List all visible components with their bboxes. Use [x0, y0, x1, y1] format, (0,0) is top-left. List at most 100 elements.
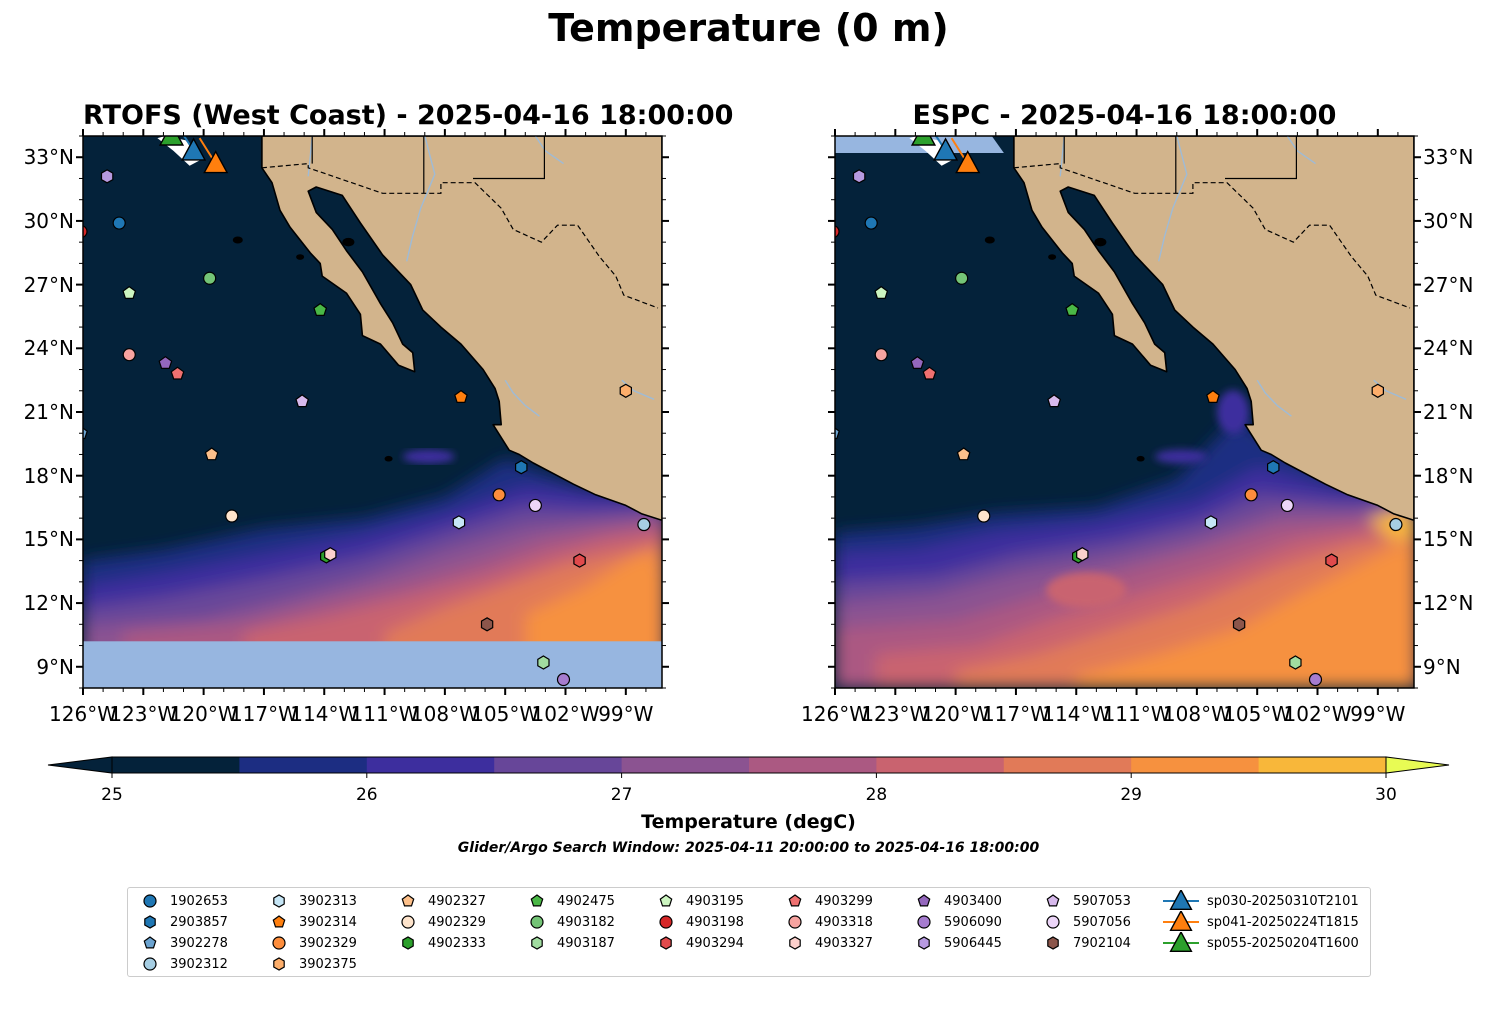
river [307, 136, 313, 177]
legend-label: 5906090 [944, 914, 1002, 930]
lon-tick-label: 117°W [981, 702, 1050, 726]
land-mexico-usa [261, 136, 662, 522]
lat-tick-label: 9°N [36, 654, 74, 679]
lon-tick-label: 117°W [229, 702, 298, 726]
country-border [261, 162, 659, 309]
legend-label: 4903182 [557, 914, 615, 930]
legend-marker [272, 936, 286, 950]
legend-item-4902329: 4902329 [396, 912, 486, 932]
legend-marker [273, 894, 285, 908]
legend-marker [918, 936, 930, 950]
temperature-band-7 [1076, 543, 1414, 688]
lon-tick-label: 120°W [169, 702, 238, 726]
island [984, 236, 995, 244]
float-4903198 [835, 225, 840, 238]
colorbar-bin [1258, 757, 1387, 773]
legend-marker [1046, 915, 1060, 929]
legend-marker-pentagon [143, 936, 157, 949]
float-5907053 [1047, 394, 1062, 408]
legend-marker-circle [788, 915, 802, 929]
legend-marker [401, 915, 415, 929]
river [406, 136, 436, 262]
legend-item-3902329: 3902329 [267, 933, 357, 953]
lat-tick-label: 12°N [23, 591, 74, 616]
colorbar-tick-label: 26 [355, 785, 378, 805]
legend-marker [659, 915, 673, 929]
legend-label: sp055-20250204T1600 [1207, 935, 1359, 951]
river [504, 379, 540, 417]
land-mexico-usa [1013, 136, 1414, 522]
colorbar-bin [749, 757, 877, 773]
legend-glider-triangle [1169, 911, 1193, 931]
map-panel-espc [828, 129, 1421, 695]
lon-tick-label: 102°W [1283, 702, 1352, 726]
legend-item-2903857: 2903857 [138, 912, 228, 932]
legend-label: 7902104 [1073, 935, 1131, 951]
river [1158, 136, 1188, 262]
island [296, 254, 305, 260]
legend-label: 4903400 [944, 893, 1002, 909]
glider-sp041-20250224T1815 [203, 150, 229, 174]
float-3902278 [83, 427, 88, 440]
float-4902329 [225, 509, 239, 523]
float-4903327 [1076, 547, 1089, 562]
lat-tick-label: 15°N [1423, 527, 1474, 552]
legend-marker [530, 894, 544, 907]
legend-marker-pentagon [1046, 894, 1060, 907]
map-panel-rtofs [76, 129, 669, 695]
legend-label: 3902375 [299, 956, 357, 972]
float-7902104 [1232, 617, 1246, 632]
panel-title-rtofs: RTOFS (West Coast) - 2025-04-16 18:00:00 [83, 100, 734, 131]
lat-tick-label: 27°N [23, 272, 74, 297]
colorbar-bin [366, 757, 495, 773]
legend-marker [788, 894, 802, 907]
float-4902475 [1065, 302, 1080, 316]
eddy-feature [402, 449, 455, 464]
lon-tick-label: 126°W [49, 702, 117, 726]
lon-tick-label: 120°W [921, 702, 990, 726]
float-5906445 [852, 169, 866, 184]
colorbar-under-extend [47, 756, 113, 774]
legend-label: 5906445 [944, 935, 1002, 951]
lon-tick-label: 99°W [598, 702, 654, 726]
figure-title: Temperature (0 m) [548, 6, 949, 50]
lat-tick-label: 15°N [23, 527, 74, 552]
colorbar-bin [239, 757, 368, 773]
legend-label: 3902312 [170, 956, 228, 972]
legend-marker [1046, 894, 1060, 907]
warm-filament [1217, 390, 1250, 434]
legend-marker-circle [530, 915, 544, 929]
legend-marker-hexagon [273, 894, 285, 908]
river [1286, 136, 1316, 165]
legend-glider-marker [1163, 932, 1199, 952]
float-4903400 [158, 355, 173, 369]
lat-tick-label: 30°N [23, 208, 74, 233]
island [1094, 237, 1107, 247]
colorbar-bin [494, 757, 623, 773]
river [1059, 136, 1065, 177]
lat-tick-label: 33°N [23, 145, 74, 170]
lat-tick-label: 27°N [1423, 272, 1474, 297]
float-5906090 [1308, 672, 1323, 687]
island [342, 237, 355, 247]
state-border [473, 136, 546, 180]
legend-marker-pentagon [401, 894, 415, 907]
colorbar-bin [621, 757, 750, 773]
lon-tick-label: 126°W [801, 702, 869, 726]
float-4903195 [122, 285, 137, 299]
glider-sp041-20250224T1815 [955, 150, 981, 174]
float-5907056 [1280, 498, 1294, 513]
float-1902653 [112, 216, 126, 230]
legend-label: 1902653 [170, 893, 228, 909]
float-3902375 [1371, 383, 1385, 398]
lon-tick-label: 111°W [1102, 702, 1171, 726]
legend-marker-hexagon [1047, 936, 1059, 950]
lon-tick-label: 123°W [109, 702, 178, 726]
float-5906090 [556, 672, 571, 687]
float-3902278 [835, 427, 840, 440]
legend-marker-hexagon [273, 957, 285, 971]
legend-label: 3902329 [299, 935, 357, 951]
colorbar-tick-label: 30 [1375, 785, 1397, 805]
colorbar [47, 756, 1450, 778]
float-3902312 [637, 517, 651, 532]
